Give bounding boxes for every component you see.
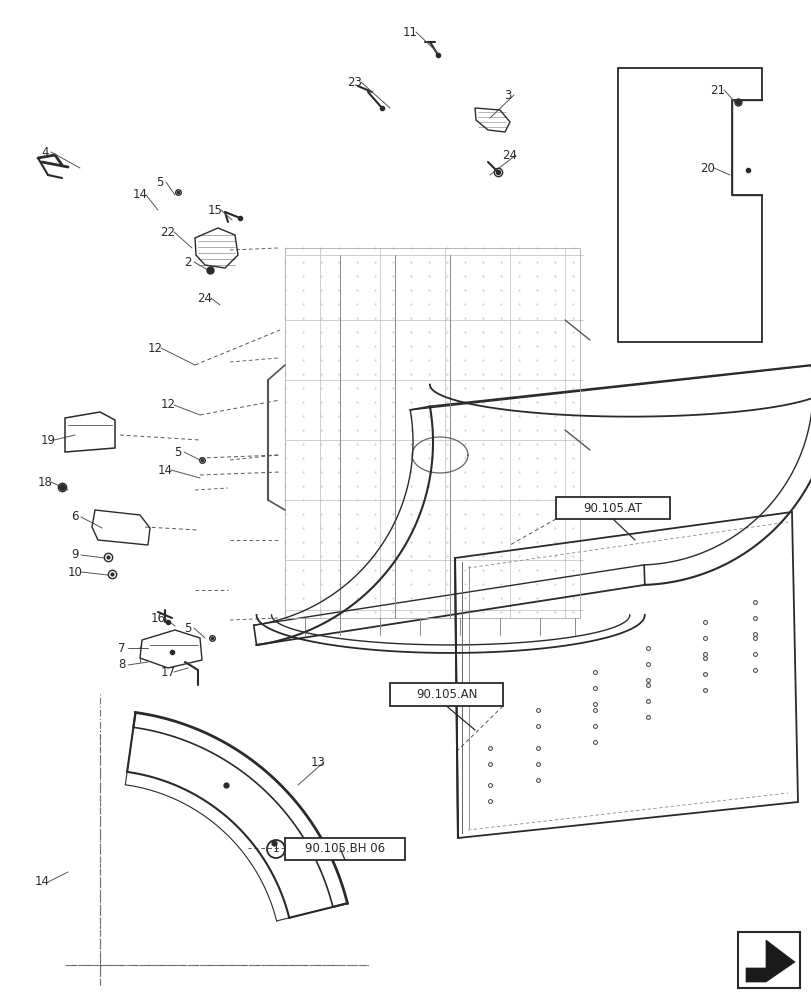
Text: 10: 10 [67, 566, 83, 578]
Text: 24: 24 [197, 292, 212, 304]
Text: 24: 24 [502, 149, 517, 162]
Text: 5: 5 [174, 446, 182, 458]
Text: 2: 2 [184, 255, 191, 268]
Text: 18: 18 [37, 476, 53, 488]
Text: 13: 13 [310, 756, 325, 768]
Text: 4: 4 [41, 146, 49, 159]
Text: 11: 11 [402, 26, 417, 39]
Text: 90.105.AN: 90.105.AN [415, 688, 477, 701]
Text: 3: 3 [504, 89, 511, 102]
Text: 19: 19 [41, 434, 55, 446]
Bar [737, 932, 799, 988]
Text: 90.105.AT: 90.105.AT [583, 502, 642, 514]
Text: 22: 22 [161, 226, 175, 238]
Text: 16: 16 [150, 611, 165, 624]
Text: 12: 12 [161, 398, 175, 412]
Polygon shape [745, 940, 794, 982]
Text: 5: 5 [157, 176, 164, 189]
Text: 23: 23 [347, 76, 362, 89]
Text: 15: 15 [208, 204, 222, 217]
Text: 14: 14 [34, 876, 49, 888]
Text: 7: 7 [118, 642, 126, 654]
Text: 9: 9 [71, 548, 79, 562]
Text: 12: 12 [148, 342, 162, 355]
Text: 90.105.BH 06: 90.105.BH 06 [305, 842, 384, 855]
Text: 8: 8 [118, 658, 126, 672]
Bar [556, 497, 669, 519]
Text: 21: 21 [710, 84, 724, 97]
Bar [285, 838, 405, 860]
Text: 6: 6 [71, 510, 79, 524]
Text: 20: 20 [700, 162, 714, 175]
Bar [389, 683, 502, 706]
Text: 17: 17 [161, 666, 175, 678]
Text: 14: 14 [132, 188, 148, 202]
Text: 5: 5 [184, 621, 191, 635]
Text: 1: 1 [272, 844, 279, 854]
Text: 14: 14 [157, 464, 172, 477]
